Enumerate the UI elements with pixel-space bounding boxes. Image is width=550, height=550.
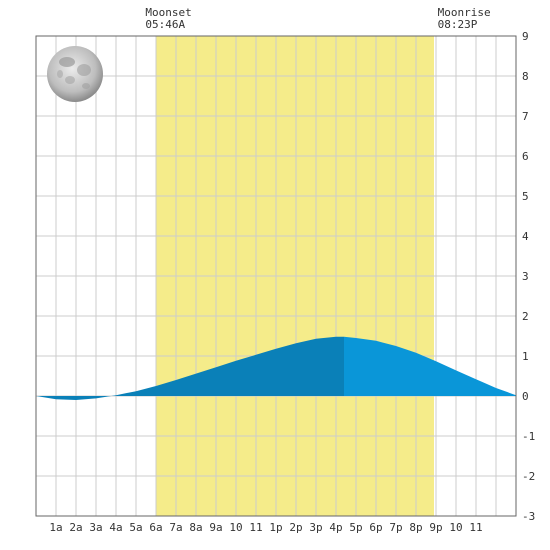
x-tick-label: 4p — [329, 521, 342, 534]
x-tick-label: 2a — [69, 521, 82, 534]
plot-frame — [35, 35, 517, 517]
x-tick-label: 8p — [409, 521, 422, 534]
y-tick-label: 8 — [522, 70, 529, 83]
x-tick-label: 1a — [49, 521, 62, 534]
x-tick-label: 10 — [449, 521, 462, 534]
y-tick-label: -3 — [522, 510, 535, 523]
tide-area-past — [36, 336, 344, 400]
annotation-time: 05:46A — [145, 18, 185, 31]
x-tick-label: 11 — [469, 521, 482, 534]
x-tick-label: 6a — [149, 521, 162, 534]
y-tick-label: 3 — [522, 270, 529, 283]
x-tick-label: 10 — [229, 521, 242, 534]
y-tick-label: 7 — [522, 110, 529, 123]
y-tick-label: 2 — [522, 310, 529, 323]
y-tick-label: 0 — [522, 390, 529, 403]
x-tick-label: 4a — [109, 521, 122, 534]
annotation-time: 08:23P — [438, 18, 478, 31]
tide-area-future — [344, 336, 516, 396]
x-tick-label: 3a — [89, 521, 102, 534]
x-tick-label: 9a — [209, 521, 222, 534]
x-tick-label: 2p — [289, 521, 302, 534]
annotation-label: Moonset — [145, 6, 191, 19]
y-tick-label: 1 — [522, 350, 529, 363]
x-tick-label: 3p — [309, 521, 322, 534]
x-tick-label: 8a — [189, 521, 202, 534]
full-moon-icon — [47, 46, 103, 102]
y-tick-label: 4 — [522, 230, 529, 243]
x-tick-label: 6p — [369, 521, 382, 534]
y-tick-label: -2 — [522, 470, 535, 483]
y-tick-label: 9 — [522, 30, 529, 43]
x-tick-label: 1p — [269, 521, 282, 534]
x-tick-label: 9p — [429, 521, 442, 534]
annotation-label: Moonrise — [438, 6, 491, 19]
y-tick-label: 6 — [522, 150, 529, 163]
x-tick-label: 5p — [349, 521, 362, 534]
x-tick-label: 7a — [169, 521, 182, 534]
x-tick-label: 7p — [389, 521, 402, 534]
x-tick-label: 11 — [249, 521, 262, 534]
y-tick-label: 5 — [522, 190, 529, 203]
y-tick-label: -1 — [522, 430, 535, 443]
x-tick-label: 5a — [129, 521, 142, 534]
